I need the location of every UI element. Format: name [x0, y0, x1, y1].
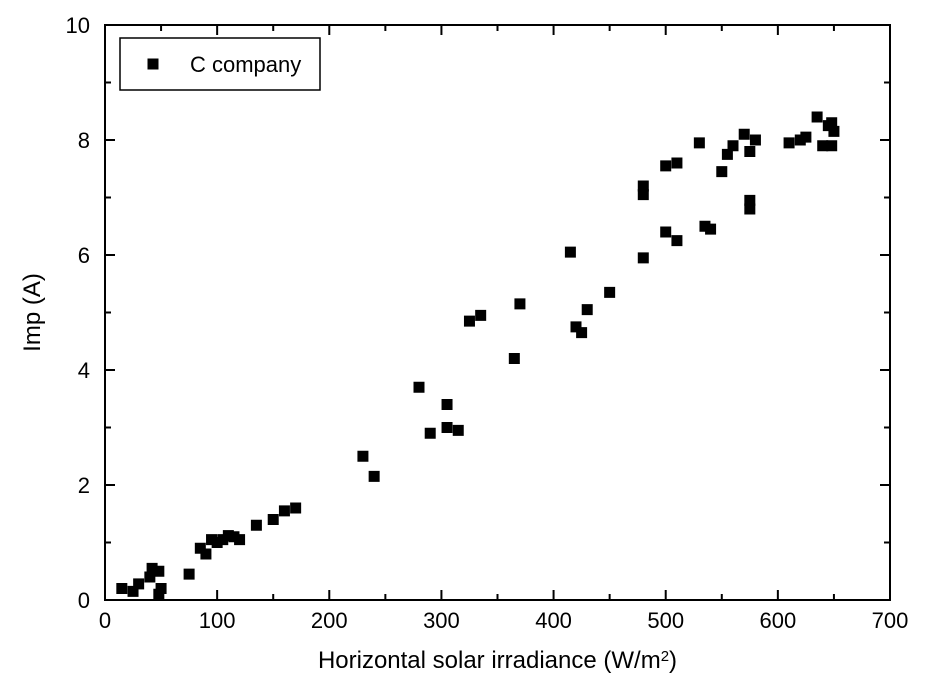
data-point [750, 135, 761, 146]
data-point [475, 310, 486, 321]
x-tick-label: 500 [647, 608, 684, 633]
x-axis-label: Horizontal solar irradiance (W/m2) [318, 647, 677, 674]
data-point [739, 129, 750, 140]
data-point [290, 503, 301, 514]
y-tick-label: 2 [78, 473, 90, 498]
data-point [184, 569, 195, 580]
data-point [582, 304, 593, 315]
data-point [514, 298, 525, 309]
x-tick-label: 200 [311, 608, 348, 633]
data-point [800, 132, 811, 143]
data-point [153, 589, 164, 600]
data-point [812, 112, 823, 123]
x-tick-label: 100 [199, 608, 236, 633]
y-tick-label: 10 [66, 13, 90, 38]
x-tick-label: 600 [759, 608, 796, 633]
y-tick-label: 4 [78, 358, 90, 383]
data-point [200, 549, 211, 560]
data-point [660, 160, 671, 171]
data-point [234, 534, 245, 545]
data-point [604, 287, 615, 298]
data-point [251, 520, 262, 531]
data-point [442, 422, 453, 433]
data-point [453, 425, 464, 436]
y-tick-label: 8 [78, 128, 90, 153]
data-point [116, 583, 127, 594]
legend-marker-icon [148, 59, 159, 70]
data-point [671, 235, 682, 246]
chart-container: 0 100 200 300 400 500 600 700 0 2 4 6 8 10 Horizontal … [0, 0, 925, 689]
data-point [638, 252, 649, 263]
data-point [671, 158, 682, 169]
data-point [464, 316, 475, 327]
x-tick-label: 400 [535, 608, 572, 633]
data-point [357, 451, 368, 462]
data-point [576, 327, 587, 338]
legend-label: C company [190, 52, 301, 77]
data-point [279, 505, 290, 516]
data-point [414, 382, 425, 393]
y-tick-label: 0 [78, 588, 90, 613]
data-point [784, 137, 795, 148]
data-point [828, 126, 839, 137]
data-point [565, 247, 576, 258]
data-point [509, 353, 520, 364]
data-point [728, 140, 739, 151]
data-point [660, 227, 671, 238]
data-point [268, 514, 279, 525]
data-point [133, 578, 144, 589]
x-tick-label: 0 [99, 608, 111, 633]
data-point [705, 224, 716, 235]
data-point [638, 189, 649, 200]
data-point [826, 140, 837, 151]
data-point [153, 566, 164, 577]
scatter-chart: 0 100 200 300 400 500 600 700 0 2 4 6 8 10 Horizontal … [0, 0, 925, 689]
data-point [744, 146, 755, 157]
x-tick-label: 700 [872, 608, 909, 633]
y-axis-label: Imp (A) [19, 273, 46, 352]
data-point [716, 166, 727, 177]
x-tick-label: 300 [423, 608, 460, 633]
data-point [694, 137, 705, 148]
data-point [369, 471, 380, 482]
data-point [744, 195, 755, 206]
data-point [442, 399, 453, 410]
y-tick-label: 6 [78, 243, 90, 268]
data-point [425, 428, 436, 439]
